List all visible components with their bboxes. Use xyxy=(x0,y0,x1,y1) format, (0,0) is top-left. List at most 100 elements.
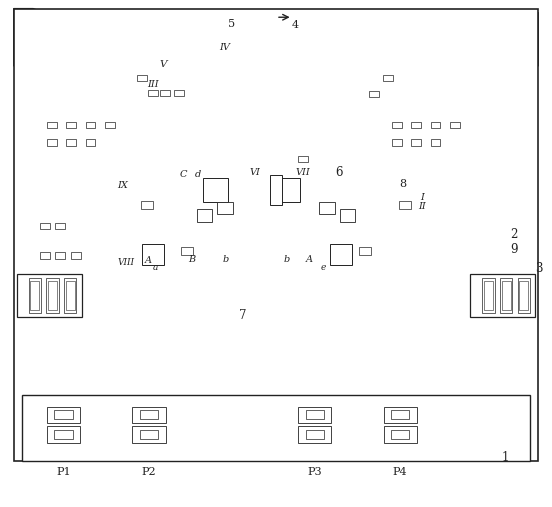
Bar xyxy=(22,395,530,461)
Bar xyxy=(298,156,308,162)
Text: P1: P1 xyxy=(56,466,71,477)
Text: IX: IX xyxy=(117,180,128,190)
Bar xyxy=(306,430,323,439)
Bar xyxy=(105,122,115,128)
Text: 9: 9 xyxy=(511,243,518,256)
Text: VIII: VIII xyxy=(118,258,134,267)
Bar xyxy=(47,122,57,128)
Bar xyxy=(298,426,331,443)
Bar xyxy=(369,91,379,97)
Bar xyxy=(383,75,393,81)
Text: VII: VII xyxy=(295,168,310,177)
Bar xyxy=(86,122,95,128)
Bar xyxy=(66,281,75,310)
Text: 8: 8 xyxy=(400,178,406,189)
Bar xyxy=(86,139,95,146)
Bar xyxy=(392,139,402,146)
Bar xyxy=(197,209,212,222)
Bar xyxy=(484,281,493,310)
Bar xyxy=(54,430,72,439)
Bar xyxy=(140,410,158,419)
Text: b: b xyxy=(284,255,290,264)
Bar xyxy=(330,244,352,265)
Bar xyxy=(500,278,512,313)
Text: 3: 3 xyxy=(535,262,543,275)
Bar xyxy=(482,278,495,313)
Bar xyxy=(411,122,421,128)
Bar xyxy=(30,281,39,310)
Bar xyxy=(137,75,147,81)
Bar xyxy=(64,278,76,313)
Bar xyxy=(450,122,460,128)
Bar xyxy=(148,90,158,96)
Bar xyxy=(142,244,164,265)
Bar xyxy=(46,278,59,313)
Bar xyxy=(47,139,57,146)
Bar xyxy=(47,426,80,443)
Bar xyxy=(55,252,65,259)
Bar xyxy=(29,278,41,313)
Bar xyxy=(274,178,300,202)
Text: P3: P3 xyxy=(307,466,322,477)
Text: a: a xyxy=(153,263,158,272)
Bar xyxy=(174,90,184,96)
Bar xyxy=(54,410,72,419)
Text: IV: IV xyxy=(219,43,230,52)
Text: P4: P4 xyxy=(393,466,407,477)
Bar xyxy=(411,139,421,146)
Bar xyxy=(340,209,355,222)
Bar xyxy=(384,407,417,423)
Text: e: e xyxy=(320,263,326,272)
Text: II: II xyxy=(418,202,426,211)
Bar xyxy=(392,122,402,128)
Bar xyxy=(40,252,50,259)
Text: VI: VI xyxy=(250,168,261,177)
Text: A: A xyxy=(145,256,151,265)
Bar xyxy=(298,407,331,423)
Bar xyxy=(47,407,80,423)
Bar xyxy=(391,430,410,439)
Text: 7: 7 xyxy=(239,309,247,322)
Bar xyxy=(66,139,76,146)
Bar xyxy=(14,9,538,461)
Text: 1: 1 xyxy=(501,451,509,464)
Bar xyxy=(17,274,82,317)
Bar xyxy=(399,201,411,209)
Bar xyxy=(55,223,65,229)
Bar xyxy=(141,201,153,209)
Bar xyxy=(66,122,76,128)
Bar xyxy=(203,178,228,202)
Bar xyxy=(48,281,57,310)
Bar xyxy=(470,274,535,317)
Bar xyxy=(181,247,193,255)
Bar xyxy=(518,278,530,313)
Text: B: B xyxy=(189,255,195,264)
Text: C: C xyxy=(179,170,187,179)
Bar xyxy=(217,202,233,214)
Bar xyxy=(319,202,335,214)
Text: P2: P2 xyxy=(142,466,156,477)
Bar xyxy=(359,247,371,255)
Text: 6: 6 xyxy=(336,166,343,179)
Bar xyxy=(140,430,158,439)
Text: b: b xyxy=(222,255,229,264)
Bar xyxy=(270,175,282,205)
Text: 2: 2 xyxy=(511,228,518,241)
Text: 4: 4 xyxy=(292,20,299,30)
Bar xyxy=(132,426,166,443)
Text: I: I xyxy=(420,193,424,202)
Bar xyxy=(384,426,417,443)
Bar xyxy=(306,410,323,419)
Text: A: A xyxy=(306,255,312,264)
Bar xyxy=(160,90,170,96)
Bar xyxy=(431,139,440,146)
Text: V: V xyxy=(160,60,167,69)
Bar xyxy=(519,281,528,310)
Bar xyxy=(391,410,410,419)
Bar xyxy=(431,122,440,128)
Bar xyxy=(132,407,166,423)
Text: d: d xyxy=(194,170,201,179)
Bar xyxy=(71,252,81,259)
Bar xyxy=(40,223,50,229)
Text: 5: 5 xyxy=(229,19,235,29)
